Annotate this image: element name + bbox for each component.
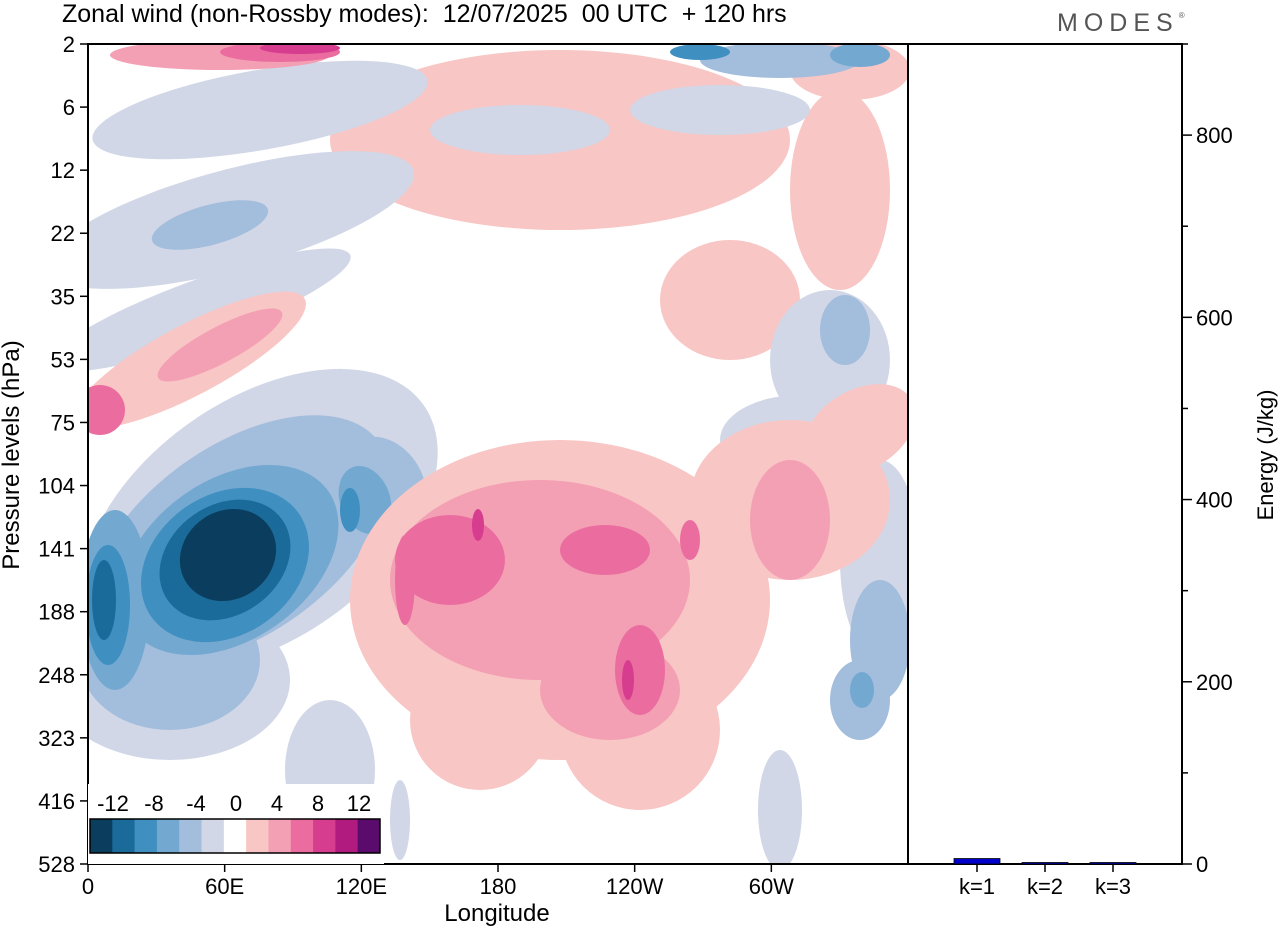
y-tick-label: 22	[51, 221, 75, 246]
wind-contour-region	[260, 44, 340, 54]
colorbar-frame	[89, 818, 381, 854]
colorbar-label: 4	[271, 791, 283, 816]
wind-contour-region	[395, 535, 415, 625]
wind-contour-region	[700, 44, 860, 78]
energy-tick-label: 800	[1196, 123, 1233, 148]
y-tick-label: 416	[38, 789, 75, 814]
zonal-wind-heatmap	[88, 44, 908, 864]
colorbar-swatch	[223, 819, 247, 853]
energy-tick-label: 600	[1196, 305, 1233, 330]
wind-contour-region	[560, 525, 650, 575]
energy-tick-label: 0	[1196, 852, 1208, 877]
wind-contour-region	[390, 780, 410, 860]
colorbar-swatch	[335, 819, 359, 853]
colorbar-label: -12	[97, 791, 129, 816]
wind-contour-region	[430, 105, 610, 155]
wind-contour-region	[410, 650, 550, 790]
y-tick-label: 323	[38, 726, 75, 751]
x-tick-label: 0	[82, 874, 94, 899]
wind-contour-region	[92, 60, 428, 160]
wind-contour-region	[157, 308, 283, 382]
modes-logo: MODES®	[1057, 9, 1185, 37]
wind-contour-region	[151, 200, 269, 250]
energy-bar	[1021, 862, 1069, 865]
wind-contour-region	[660, 240, 800, 360]
colorbar-label: 8	[312, 791, 324, 816]
colorbar-swatch	[268, 819, 292, 853]
wind-contour-region	[622, 660, 634, 700]
energy-bar	[953, 858, 1001, 865]
energy-tick-label: 400	[1196, 488, 1233, 513]
x-tick-label: 120W	[606, 874, 664, 899]
y-tick-label: 75	[51, 410, 75, 435]
x-axis-label: Longitude	[444, 900, 550, 927]
colorbar-swatch	[201, 819, 225, 853]
wind-contour-region	[680, 520, 700, 560]
y-tick-label: 188	[38, 600, 75, 625]
y-tick-label: 248	[38, 663, 75, 688]
wind-contour-region	[804, 384, 908, 476]
wind-contour-region	[820, 295, 870, 365]
colorbar-swatch	[313, 819, 336, 853]
wind-contour-region	[830, 44, 890, 67]
energy-panel-frame	[907, 43, 1183, 865]
x-tick-label: 120E	[336, 874, 387, 899]
y-tick-label: 141	[38, 537, 75, 562]
wind-contour-region	[790, 90, 890, 290]
colorbar-swatch	[112, 819, 136, 853]
colorbar-label: 12	[347, 791, 371, 816]
colorbar-swatch	[179, 819, 203, 853]
colorbar-label: -8	[144, 791, 164, 816]
y-tick-label: 6	[63, 95, 75, 120]
y-tick-label: 104	[38, 474, 75, 499]
energy-bar	[1089, 862, 1137, 865]
wind-contour-region	[850, 672, 874, 708]
wind-contour-region	[472, 509, 484, 541]
colorbar-swatch	[357, 819, 381, 853]
wind-contour-region	[750, 460, 830, 580]
wind-contour-region	[179, 508, 277, 602]
x-tick-label: 60E	[205, 874, 244, 899]
colorbar-swatch	[90, 819, 113, 853]
bar-category-label: k=2	[1027, 874, 1063, 899]
wind-contour-region	[340, 488, 360, 532]
wind-contour-region	[630, 85, 810, 135]
wind-contour-region	[615, 625, 665, 715]
wind-contour-region	[88, 385, 125, 435]
bar-category-label: k=3	[1095, 874, 1131, 899]
chart-title: Zonal wind (non-Rossby modes): 12/07/202…	[62, 0, 787, 28]
y-tick-label: 12	[51, 158, 75, 183]
y-tick-label: 528	[38, 852, 75, 877]
colorbar-label: -4	[186, 791, 206, 816]
y-tick-label: 35	[51, 284, 75, 309]
colorbar: -12 -8 -4 0 4 8 12	[88, 784, 384, 864]
x-tick-label: 180	[480, 874, 517, 899]
wind-contour-region	[88, 248, 351, 372]
colorbar-swatch	[290, 819, 314, 853]
y-tick-label: 53	[51, 347, 75, 372]
colorbar-label: 0	[230, 791, 242, 816]
x-tick-label: 60W	[749, 874, 794, 899]
bar-category-label: k=1	[959, 874, 995, 899]
wind-contour-region	[92, 560, 116, 640]
energy-bars: k=1 k=2 k=3	[953, 858, 1137, 899]
colorbar-swatch	[134, 819, 158, 853]
wind-contour-region	[758, 750, 802, 864]
wind-contour-region	[670, 44, 730, 60]
y-tick-label: 2	[63, 32, 75, 57]
energy-tick-label: 200	[1196, 670, 1233, 695]
wind-contour-region	[460, 65, 540, 115]
colorbar-swatch	[246, 819, 269, 853]
colorbar-swatch	[156, 819, 180, 853]
